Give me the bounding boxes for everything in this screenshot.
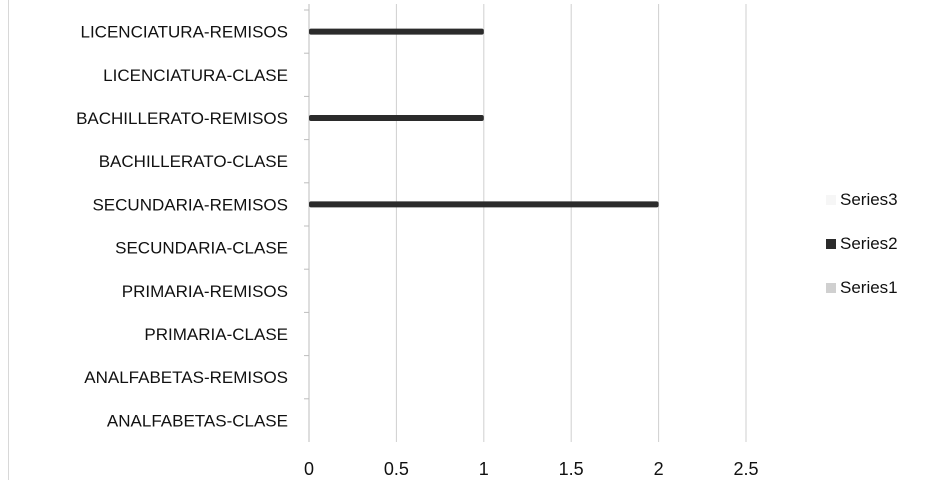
category-label: BACHILLERATO-CLASE xyxy=(99,152,288,171)
legend-label: Series1 xyxy=(840,278,898,297)
legend: Series3 Series2 Series1 xyxy=(826,188,926,320)
legend-swatch xyxy=(826,195,836,205)
category-labels: LICENCIATURA-REMISOS LICENCIATURA-CLASE BA… xyxy=(76,23,288,431)
legend-item-series2: Series2 xyxy=(826,232,926,256)
bars xyxy=(309,28,659,208)
x-tick-label: 0.5 xyxy=(384,459,409,479)
x-tick-label: 2 xyxy=(654,459,664,479)
category-label: LICENCIATURA-CLASE xyxy=(103,66,288,85)
legend-label: Series3 xyxy=(840,190,898,209)
category-label: ANALFABETAS-CLASE xyxy=(107,411,288,430)
bar-series2-secundaria-remisos xyxy=(309,201,659,208)
bar-series2-bachillerato-remisos xyxy=(309,115,484,121)
value-axis-labels: 0 0.5 1 1.5 2 2.5 xyxy=(304,459,759,479)
category-label: SECUNDARIA-CLASE xyxy=(115,239,288,258)
bar-series2-licenciatura-remisos xyxy=(309,28,484,35)
category-label: BACHILLERATO-REMISOS xyxy=(76,109,288,128)
x-tick-label: 1 xyxy=(479,459,489,479)
x-tick-label: 2.5 xyxy=(733,459,758,479)
legend-swatch xyxy=(826,239,836,249)
legend-item-series3: Series3 xyxy=(826,188,926,212)
category-axis xyxy=(304,4,310,442)
chart-frame xyxy=(8,0,921,480)
legend-label: Series2 xyxy=(840,234,898,253)
x-tick-label: 0 xyxy=(304,459,314,479)
x-tick-label: 1.5 xyxy=(559,459,584,479)
category-label: ANALFABETAS-REMISOS xyxy=(84,368,288,387)
legend-item-series1: Series1 xyxy=(826,276,926,300)
category-label: PRIMARIA-CLASE xyxy=(144,325,288,344)
category-label: SECUNDARIA-REMISOS xyxy=(92,195,288,214)
category-label: PRIMARIA-REMISOS xyxy=(122,282,288,301)
gridlines xyxy=(308,4,747,442)
category-label: LICENCIATURA-REMISOS xyxy=(81,23,289,42)
legend-swatch xyxy=(826,283,836,293)
